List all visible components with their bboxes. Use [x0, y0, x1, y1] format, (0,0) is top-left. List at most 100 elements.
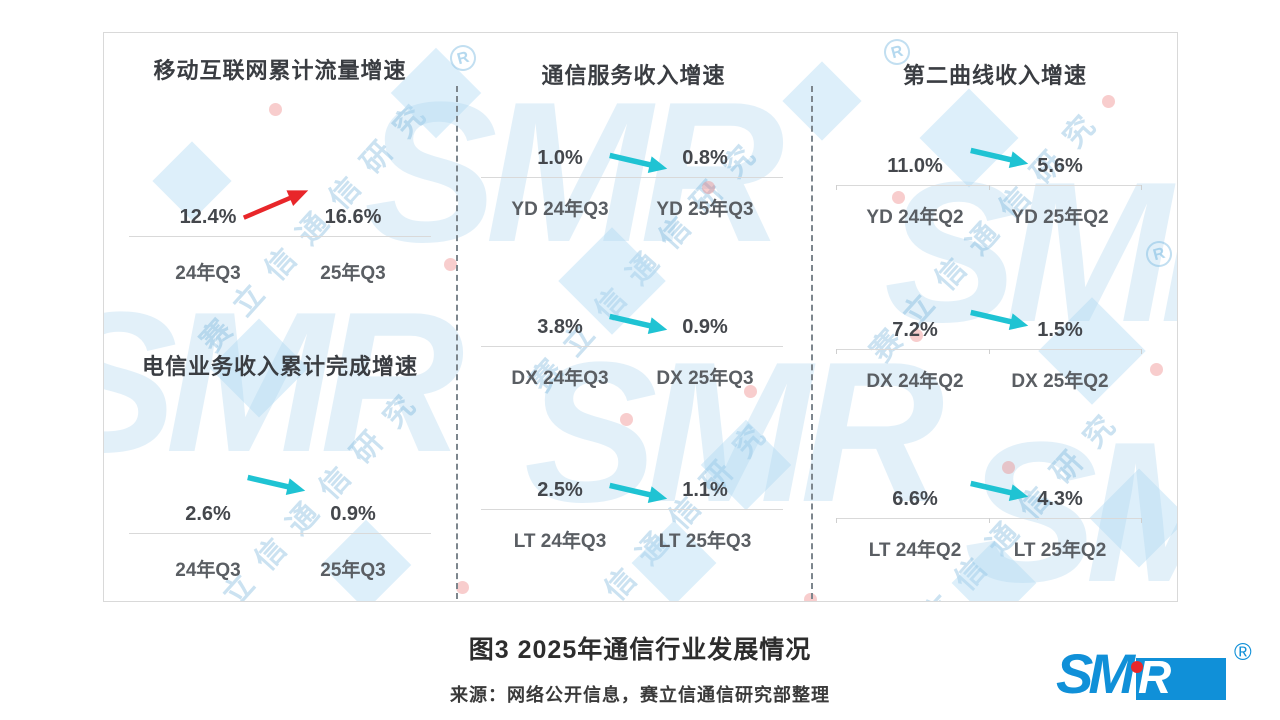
bar-category-label: YD 24年Q2: [866, 207, 964, 228]
bar-group-curr: 1.1%: [681, 479, 729, 509]
column-traffic-telecom: 移动互联网累计流量增速 12.4% 16.6% 24年Q3 25年Q3: [104, 33, 456, 601]
bar-category-label: 24年Q3: [175, 560, 241, 581]
bar-category-label: DX 25年Q2: [1011, 371, 1109, 392]
trend-down-arrow-icon: [609, 152, 668, 173]
plot-telecom-revenue: 2.6% 0.9%: [129, 424, 431, 534]
bar-group-prev: 2.5%: [536, 479, 584, 509]
axis-tick: [989, 349, 990, 354]
bar-group-curr: 4.3%: [1036, 488, 1084, 518]
plot-service-yd: 1.0% 0.8%: [481, 106, 783, 178]
trend-down-arrow-icon: [970, 480, 1029, 501]
bar-category-label: 25年Q3: [320, 560, 386, 581]
category-labels: DX 24年Q3 DX 25年Q3: [456, 363, 811, 389]
bar-group-curr: 5.6%: [1036, 155, 1084, 185]
bar-category-label: YD 25年Q3: [656, 199, 754, 220]
bar-value: 0.8%: [682, 147, 728, 169]
trend-down-arrow-icon: [609, 313, 668, 334]
column-divider: [456, 86, 458, 599]
bar-value: 1.5%: [1037, 319, 1083, 341]
figure-caption: 图3 2025年通信行业发展情况: [468, 636, 812, 664]
axis-tick: [1141, 349, 1142, 354]
bar-category-label: DX 25年Q3: [656, 368, 754, 389]
axis-tick: [989, 185, 990, 190]
bar-value: 4.3%: [1037, 488, 1083, 510]
bar-group-curr: 1.5%: [1036, 319, 1084, 349]
category-labels: YD 24年Q3 YD 25年Q3: [456, 194, 811, 220]
bar-value: 1.1%: [682, 479, 728, 501]
bar-value: 0.9%: [330, 503, 376, 525]
bar-value: 2.5%: [537, 479, 583, 501]
bar-value: 16.6%: [324, 206, 382, 228]
logo-r-text: R: [1138, 651, 1172, 703]
axis-tick: [836, 518, 837, 523]
axis-tick: [1141, 185, 1142, 190]
plot-mobile-traffic: 12.4% 16.6%: [129, 127, 431, 237]
category-labels: DX 24年Q2 DX 25年Q2: [811, 366, 1177, 392]
bar-category-label: LT 25年Q3: [658, 531, 752, 552]
bar-group-prev: 11.0%: [887, 155, 943, 185]
logo-sm-text: SM: [1056, 642, 1135, 705]
plot-curve-dx: 7.2% 1.5%: [836, 278, 1142, 354]
column-service-revenue: 通信服务收入增速 1.0% 0.8% YD 24年Q3 YD 25年Q3: [456, 33, 811, 601]
bar-group-prev: 2.6%: [184, 503, 232, 533]
bar-value: 7.2%: [892, 319, 938, 341]
bar-value: 0.9%: [682, 316, 728, 338]
category-labels: 24年Q3 25年Q3: [104, 258, 456, 284]
category-labels: LT 24年Q3 LT 25年Q3: [456, 526, 811, 552]
bar-group-prev: 7.2%: [891, 319, 939, 349]
registered-trademark-icon: ®: [1234, 639, 1252, 666]
bar-category-label: DX 24年Q3: [511, 368, 609, 389]
column-title-second-curve: 第二曲线收入增速: [902, 63, 1087, 88]
logo-red-dot-icon: [1131, 661, 1143, 673]
bar-category-label: 24年Q3: [175, 263, 241, 284]
bar-value: 12.4%: [179, 206, 237, 228]
bar-group-prev: 1.0%: [536, 147, 584, 177]
axis-tick: [989, 518, 990, 523]
chart-title-mobile-traffic: 移动互联网累计流量增速: [153, 58, 407, 83]
plot-curve-lt: 6.6% 4.3%: [836, 447, 1142, 523]
trend-down-arrow-icon: [609, 482, 668, 503]
column-second-curve: 第二曲线收入增速 11.0% 5.6% YD 24: [811, 33, 1177, 601]
trend-down-arrow-icon: [247, 474, 306, 495]
plot-service-dx: 3.8% 0.9%: [481, 275, 783, 347]
smr-logo: SM R ®: [1056, 639, 1252, 705]
logo-r-box: R: [1131, 653, 1226, 701]
trend-up-arrow-icon: [242, 190, 309, 220]
category-labels: LT 24年Q2 LT 25年Q2: [811, 535, 1177, 561]
bar-category-label: LT 24年Q3: [513, 531, 607, 552]
axis-tick: [836, 185, 837, 190]
bar-category-label: 25年Q3: [320, 263, 386, 284]
bar-value: 1.0%: [537, 147, 583, 169]
bar-value: 5.6%: [1037, 155, 1083, 177]
axis-tick: [1141, 518, 1142, 523]
chart-title-telecom-revenue: 电信业务收入累计完成增速: [141, 354, 418, 379]
bar-category-label: LT 25年Q2: [1013, 540, 1107, 561]
bar-category-label: YD 25年Q2: [1011, 207, 1109, 228]
bar-category-label: YD 24年Q3: [511, 199, 609, 220]
column-title-service-revenue: 通信服务收入增速: [541, 63, 726, 88]
plot-curve-yd: 11.0% 5.6%: [836, 114, 1142, 190]
category-labels: YD 24年Q2 YD 25年Q2: [811, 202, 1177, 228]
bar-group-prev: 3.8%: [536, 316, 584, 346]
bar-group-curr: 0.9%: [329, 503, 377, 533]
bar-value: 3.8%: [537, 316, 583, 338]
bar-value: 6.6%: [892, 488, 938, 510]
bar-group-curr: 0.9%: [681, 316, 729, 346]
bar-group-prev: 6.6%: [891, 488, 939, 518]
bar-group-curr: 0.8%: [681, 147, 729, 177]
category-labels: 24年Q3 25年Q3: [104, 555, 456, 581]
column-divider: [811, 86, 813, 599]
trend-down-arrow-icon: [970, 147, 1029, 168]
trend-down-arrow-icon: [970, 309, 1029, 330]
plot-service-lt: 2.5% 1.1%: [481, 438, 783, 510]
axis-tick: [836, 349, 837, 354]
bar-category-label: DX 24年Q2: [866, 371, 964, 392]
bar-value: 11.0%: [887, 155, 943, 177]
bar-group-prev: 12.4%: [180, 206, 237, 236]
chart-panel: SMR SMR SMR SMR SMR 赛立信通信研究 赛立信通信研究 赛立信通…: [103, 32, 1178, 602]
figure-source: 来源：网络公开信息，赛立信通信研究部整理: [450, 685, 830, 705]
bar-category-label: LT 24年Q2: [868, 540, 962, 561]
bar-value: 2.6%: [185, 503, 231, 525]
bar-group-curr: 16.6%: [325, 206, 382, 236]
